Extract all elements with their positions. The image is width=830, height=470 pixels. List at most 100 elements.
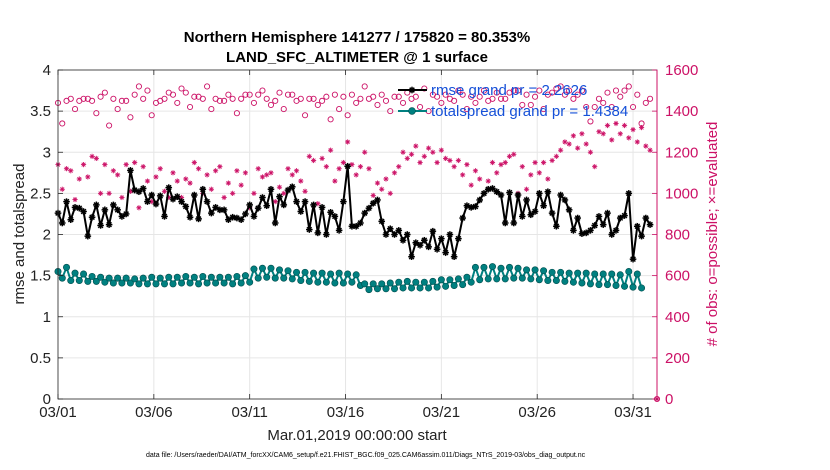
totalspread-point (152, 280, 160, 288)
rmse-point (97, 222, 104, 229)
obs-possible-point (302, 112, 309, 119)
obs-evaluated-point (558, 147, 564, 153)
obs-possible-point (391, 93, 398, 100)
rmse-point (242, 210, 249, 218)
obs-evaluated-point (195, 166, 202, 172)
obs-possible-point (229, 95, 236, 102)
rmse-point (118, 213, 126, 220)
rmse-point (446, 231, 454, 238)
obs-evaluated-point (626, 135, 632, 141)
obs-evaluated-point (528, 172, 534, 178)
obs-evaluated-point (404, 155, 410, 162)
totalspread-point (578, 279, 586, 287)
rmse-point (629, 255, 637, 263)
rmse-point (139, 185, 147, 192)
obs-evaluated-point (80, 161, 87, 168)
obs-possible-point (182, 89, 189, 96)
y-right-tick-label: 200 (665, 350, 690, 367)
obs-possible-point (267, 101, 275, 109)
y-tick-label: 0 (43, 391, 51, 408)
x-tick-label: 03/26 (518, 404, 556, 421)
obs-evaluated-point (638, 124, 645, 131)
obs-possible-point (123, 97, 130, 104)
rmse-point (323, 231, 330, 238)
rmse-point (391, 231, 398, 238)
obs-evaluated-point (472, 168, 479, 174)
rmse-point (523, 196, 530, 204)
obs-possible-point (284, 91, 292, 98)
obs-evaluated-point (93, 155, 99, 162)
obs-possible-point (246, 91, 253, 98)
rmse-point (544, 188, 552, 196)
obs-evaluated-point (276, 184, 283, 190)
totalspread-point (318, 269, 326, 277)
obs-evaluated-point (609, 137, 615, 143)
totalspread-point (160, 280, 168, 288)
rmse-point (374, 196, 381, 204)
obs-possible-point (93, 110, 100, 117)
obs-possible-point (344, 112, 351, 119)
totalspread-point (361, 280, 369, 288)
obs-possible-point (523, 91, 530, 98)
obs-possible-point (263, 95, 270, 102)
rmse-point (331, 213, 339, 220)
obs-evaluated-point (357, 164, 364, 170)
totalspread-point (484, 275, 492, 283)
obs-possible-point (463, 106, 470, 113)
obs-evaluated-point (191, 159, 197, 166)
obs-possible-point (608, 103, 615, 111)
obs-evaluated-point (72, 196, 78, 203)
obs-possible-point (536, 87, 543, 94)
obs-evaluated-point (494, 170, 500, 176)
totalspread-point (275, 266, 283, 274)
totalspread-point (386, 279, 394, 287)
rmse-point (191, 191, 198, 199)
obs-evaluated-point (379, 186, 385, 192)
totalspread-point (139, 274, 147, 282)
obs-evaluated-point (511, 151, 517, 157)
obs-evaluated-point (255, 166, 261, 172)
y-right-tick-label: 1600 (665, 62, 698, 79)
obs-evaluated-point (187, 180, 193, 186)
y-right-tick-label: 0 (665, 391, 673, 408)
totalspread-point (263, 273, 271, 281)
rmse-point (254, 204, 262, 212)
totalspread-point (212, 279, 220, 287)
totalspread-point (429, 277, 437, 285)
totalspread-point (523, 266, 531, 274)
obs-evaluated-point (306, 153, 312, 159)
rmse-point (88, 213, 96, 221)
obs-evaluated-point (136, 205, 142, 211)
obs-evaluated-point (647, 147, 653, 153)
obs-possible-point (532, 93, 539, 100)
rmse-point (58, 219, 66, 227)
obs-evaluated-point (523, 186, 530, 192)
rmse-point (403, 231, 411, 238)
obs-evaluated-point (604, 122, 611, 129)
totalspread-point (378, 280, 386, 288)
totalspread-point (544, 277, 552, 285)
totalspread-point (382, 285, 390, 293)
obs-evaluated-point (485, 178, 491, 184)
totalspread-point (105, 274, 113, 282)
obs-possible-point (110, 95, 117, 102)
totalspread-point (446, 276, 454, 284)
y-right-tick-label: 800 (665, 227, 690, 244)
obs-evaluated-point (592, 164, 598, 170)
totalspread-point (633, 270, 641, 278)
obs-possible-point (442, 91, 449, 98)
totalspread-point (322, 278, 330, 286)
rmse-point (459, 214, 466, 222)
obs-evaluated-point (387, 190, 393, 196)
obs-evaluated-point (225, 180, 231, 186)
y-tick-label: 2 (43, 227, 51, 244)
obs-evaluated-point (68, 168, 74, 174)
legend-rmse-star (408, 86, 416, 94)
rmse-point (293, 198, 300, 205)
rmse-point (514, 191, 522, 199)
totalspread-point (467, 278, 475, 286)
obs-evaluated-point (477, 176, 483, 182)
totalspread-point (267, 264, 275, 272)
totalspread-point (548, 268, 556, 276)
totalspread-point (97, 273, 105, 281)
